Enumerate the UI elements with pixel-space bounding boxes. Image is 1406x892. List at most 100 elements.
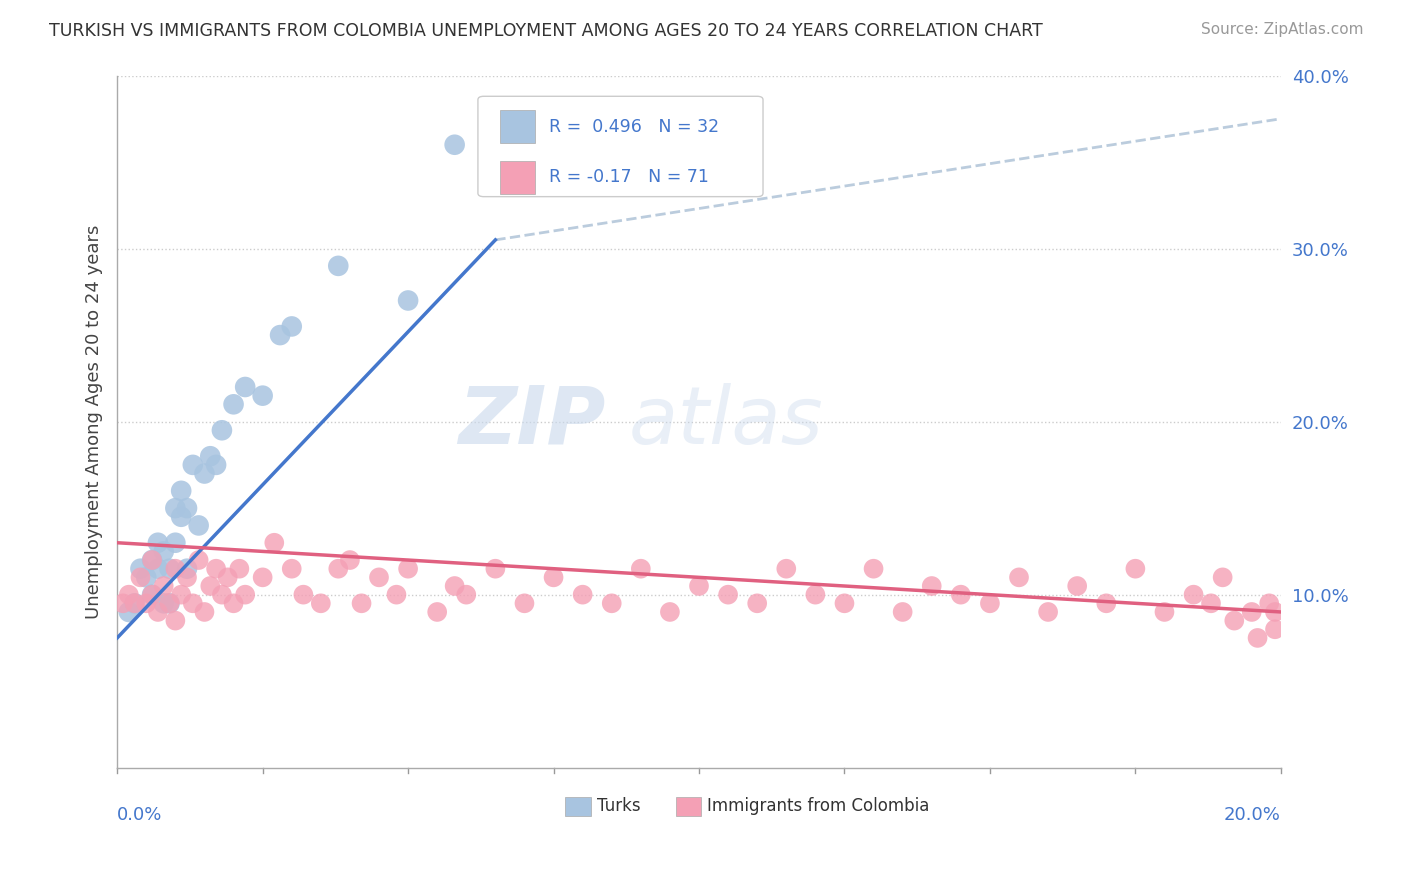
Y-axis label: Unemployment Among Ages 20 to 24 years: Unemployment Among Ages 20 to 24 years bbox=[86, 225, 103, 619]
Point bbox=[228, 562, 250, 576]
Point bbox=[211, 588, 233, 602]
Point bbox=[118, 605, 141, 619]
Point bbox=[396, 293, 419, 308]
Point bbox=[217, 570, 239, 584]
Point bbox=[350, 596, 373, 610]
Point bbox=[1182, 588, 1205, 602]
Point bbox=[222, 596, 245, 610]
Point bbox=[658, 605, 681, 619]
Point bbox=[1264, 622, 1286, 636]
Text: ZIP: ZIP bbox=[458, 383, 606, 460]
Point bbox=[193, 605, 215, 619]
Point bbox=[339, 553, 361, 567]
Point bbox=[165, 535, 187, 549]
Point bbox=[152, 596, 174, 610]
Point bbox=[1264, 605, 1286, 619]
Point bbox=[921, 579, 943, 593]
Point bbox=[187, 518, 209, 533]
Point bbox=[252, 570, 274, 584]
FancyBboxPatch shape bbox=[565, 797, 591, 816]
Point bbox=[1036, 605, 1059, 619]
Point bbox=[717, 588, 740, 602]
Point bbox=[979, 596, 1001, 610]
Point bbox=[1008, 570, 1031, 584]
Point bbox=[152, 544, 174, 558]
Point bbox=[146, 605, 169, 619]
Point bbox=[170, 509, 193, 524]
Point bbox=[165, 614, 187, 628]
Point bbox=[146, 535, 169, 549]
Point bbox=[141, 588, 163, 602]
Point bbox=[170, 588, 193, 602]
FancyBboxPatch shape bbox=[501, 161, 534, 194]
Point bbox=[135, 596, 157, 610]
Point bbox=[1153, 605, 1175, 619]
Point bbox=[688, 579, 710, 593]
Point bbox=[205, 562, 228, 576]
Text: 20.0%: 20.0% bbox=[1225, 805, 1281, 824]
Point bbox=[891, 605, 914, 619]
Point bbox=[630, 562, 652, 576]
Point bbox=[1125, 562, 1147, 576]
Point bbox=[1095, 596, 1118, 610]
Point bbox=[233, 588, 256, 602]
Point bbox=[129, 570, 152, 584]
Point bbox=[187, 553, 209, 567]
Point bbox=[200, 579, 222, 593]
Point bbox=[118, 588, 141, 602]
Point bbox=[170, 483, 193, 498]
Point bbox=[600, 596, 623, 610]
Point bbox=[747, 596, 769, 610]
Point bbox=[385, 588, 408, 602]
Point bbox=[165, 501, 187, 516]
Point bbox=[176, 501, 198, 516]
Text: R = -0.17   N = 71: R = -0.17 N = 71 bbox=[548, 169, 709, 186]
Point bbox=[1199, 596, 1222, 610]
Point bbox=[484, 562, 506, 576]
Point bbox=[280, 319, 302, 334]
Point bbox=[1246, 631, 1268, 645]
Text: atlas: atlas bbox=[630, 383, 824, 460]
Point bbox=[111, 596, 134, 610]
Point bbox=[124, 596, 146, 610]
Point bbox=[1240, 605, 1263, 619]
FancyBboxPatch shape bbox=[676, 797, 702, 816]
Point bbox=[1066, 579, 1088, 593]
Point bbox=[1223, 614, 1246, 628]
Point bbox=[263, 535, 285, 549]
Point bbox=[205, 458, 228, 472]
Point bbox=[862, 562, 884, 576]
Text: R =  0.496   N = 32: R = 0.496 N = 32 bbox=[548, 118, 718, 136]
Point bbox=[328, 562, 350, 576]
Text: TURKISH VS IMMIGRANTS FROM COLOMBIA UNEMPLOYMENT AMONG AGES 20 TO 24 YEARS CORRE: TURKISH VS IMMIGRANTS FROM COLOMBIA UNEM… bbox=[49, 22, 1043, 40]
Point bbox=[233, 380, 256, 394]
Point bbox=[443, 579, 465, 593]
Point bbox=[775, 562, 797, 576]
Point bbox=[834, 596, 856, 610]
Point bbox=[804, 588, 827, 602]
Point bbox=[135, 570, 157, 584]
Point bbox=[456, 588, 478, 602]
Point bbox=[181, 458, 204, 472]
Point bbox=[165, 562, 187, 576]
Point bbox=[252, 389, 274, 403]
Text: Turks: Turks bbox=[596, 797, 640, 814]
Point bbox=[181, 596, 204, 610]
Point bbox=[152, 579, 174, 593]
Text: 0.0%: 0.0% bbox=[117, 805, 163, 824]
Point bbox=[292, 588, 315, 602]
Point bbox=[124, 596, 146, 610]
Point bbox=[141, 553, 163, 567]
Point bbox=[269, 328, 291, 343]
Point bbox=[543, 570, 565, 584]
Point bbox=[368, 570, 391, 584]
Point bbox=[193, 467, 215, 481]
Point bbox=[200, 449, 222, 463]
Point bbox=[328, 259, 350, 273]
Point bbox=[396, 562, 419, 576]
Point bbox=[176, 562, 198, 576]
FancyBboxPatch shape bbox=[501, 110, 534, 144]
Text: Source: ZipAtlas.com: Source: ZipAtlas.com bbox=[1201, 22, 1364, 37]
Point bbox=[176, 570, 198, 584]
Point bbox=[159, 596, 181, 610]
